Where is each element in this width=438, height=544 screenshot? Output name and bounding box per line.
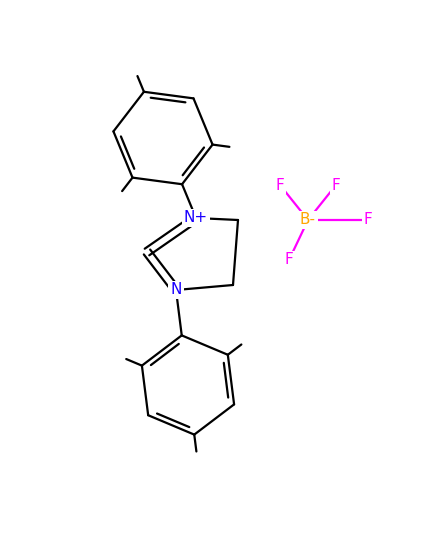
Text: N: N <box>170 282 181 298</box>
Text: B-: B- <box>299 213 315 227</box>
Text: F: F <box>331 177 339 193</box>
Text: F: F <box>275 177 284 193</box>
Text: F: F <box>363 213 371 227</box>
Text: F: F <box>284 252 293 268</box>
Text: N+: N+ <box>184 211 208 226</box>
